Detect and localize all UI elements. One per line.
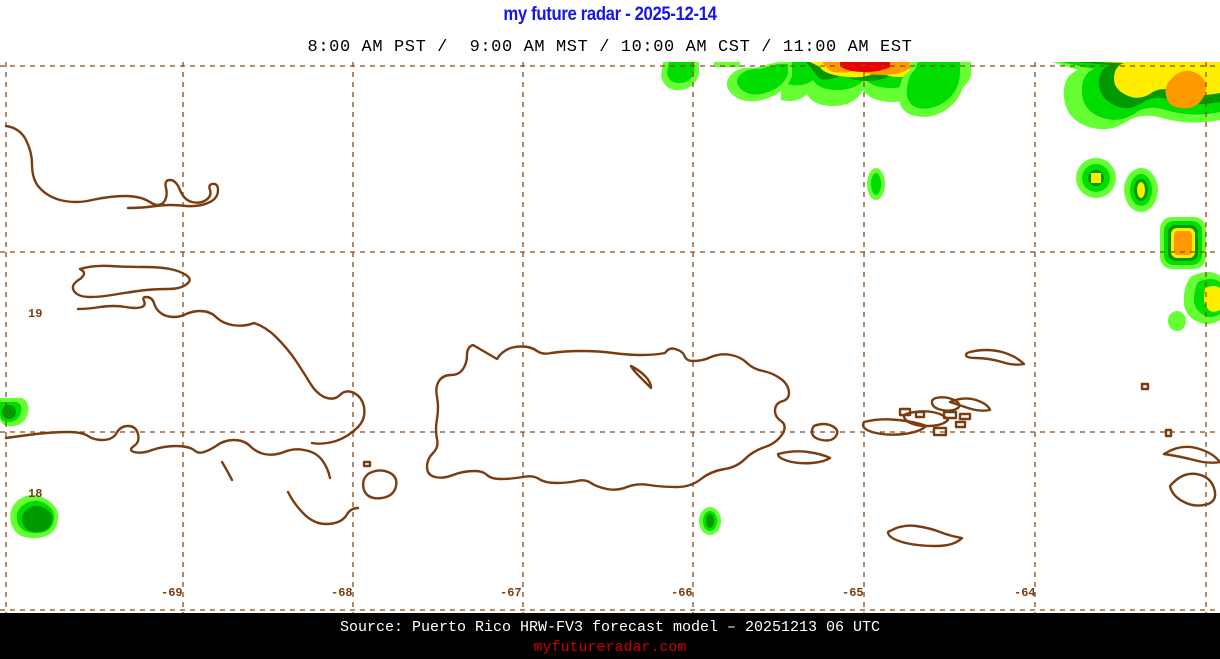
coastline-vi-small-6 — [954, 420, 967, 429]
coastline-hispaniola-south — [4, 424, 332, 480]
lon-tick--66: -66 — [671, 586, 693, 600]
radar-cell-north-left — [726, 62, 792, 102]
radar-cell-north-a — [661, 62, 699, 91]
radar-map-canvas[interactable] — [0, 62, 1220, 613]
radar-cell-west-a — [0, 398, 29, 427]
coastline-east-dot-2 — [1164, 428, 1173, 438]
coastline-east-dot-1 — [1140, 382, 1150, 391]
coastline-vi-small-1 — [898, 407, 912, 417]
radar-cell-north-cluster-2 — [898, 62, 965, 117]
coastline-monito — [362, 460, 372, 468]
footer-bar: Source: Puerto Rico HRW-FV3 forecast mod… — [0, 613, 1220, 659]
lon-tick--68: -68 — [331, 586, 353, 600]
coastline-vieques — [776, 450, 832, 465]
coastline-hispaniola-east — [76, 295, 256, 327]
lon-tick--65: -65 — [842, 586, 864, 600]
coastline-vi-small-3 — [942, 410, 958, 420]
lon-tick--64: -64 — [1014, 586, 1036, 600]
coastline-st-john — [902, 410, 950, 428]
lon-tick--67: -67 — [500, 586, 522, 600]
radar-cell-west-b — [10, 494, 59, 539]
radar-cell-east-a — [1076, 158, 1116, 198]
radar-map[interactable]: 19 18 -69 -68 -67 -66 -65 -64 — [0, 62, 1220, 613]
radar-cell-northeast-cluster — [1052, 62, 1220, 130]
coastline-vi-east — [948, 397, 992, 412]
coastline-vi-small-4 — [958, 412, 972, 421]
coastline-vi-small-2 — [914, 410, 926, 419]
radar-cell-north-dot — [867, 168, 885, 200]
coastline-mona — [361, 469, 398, 500]
coastline-hispaniola-southeast — [252, 321, 366, 445]
coastline-anguilla — [1162, 445, 1220, 464]
coastline-layer — [4, 124, 1220, 548]
coastline-hispaniola-tip — [220, 460, 234, 482]
coastline-st-martin — [1168, 472, 1217, 507]
page-title: my future radar - 2025-12-14 — [503, 4, 717, 25]
coastline-vi-small-5 — [932, 426, 948, 437]
timezone-row: 8:00 AM PST / 9:00 AM MST / 10:00 AM CST… — [307, 38, 913, 57]
radar-cell-east-dot — [1168, 311, 1186, 331]
coastline-hispaniola-north — [4, 124, 220, 210]
coastline-st-croix — [886, 524, 964, 548]
radar-cell-east-orange — [1160, 217, 1206, 269]
radar-cell-south-vieques — [699, 507, 721, 535]
coastline-anegada — [964, 348, 1026, 366]
coastline-st-thomas — [861, 418, 928, 436]
coastline-pr-inlet — [629, 364, 653, 390]
coastline-hispaniola-peninsula — [286, 490, 360, 526]
radar-echo-layer — [0, 62, 1220, 539]
coastline-culebra — [810, 422, 839, 442]
lat-tick-19: 19 — [28, 307, 43, 321]
website-link[interactable]: myfutureradar.com — [533, 639, 687, 656]
radar-cell-north-b — [714, 62, 740, 67]
radar-cell-north-cluster-1 — [781, 62, 971, 106]
lat-tick-18: 18 — [28, 487, 43, 501]
source-text: Source: Puerto Rico HRW-FV3 forecast mod… — [339, 619, 881, 636]
coastline-puerto-rico — [425, 343, 791, 491]
lon-tick--69: -69 — [161, 586, 183, 600]
coastline-hispaniola-mid — [71, 264, 191, 299]
radar-cell-east-edge — [1183, 272, 1220, 324]
coastline-tortola — [930, 396, 961, 412]
graticule — [0, 62, 1220, 613]
radar-cell-east-b — [1124, 168, 1158, 212]
